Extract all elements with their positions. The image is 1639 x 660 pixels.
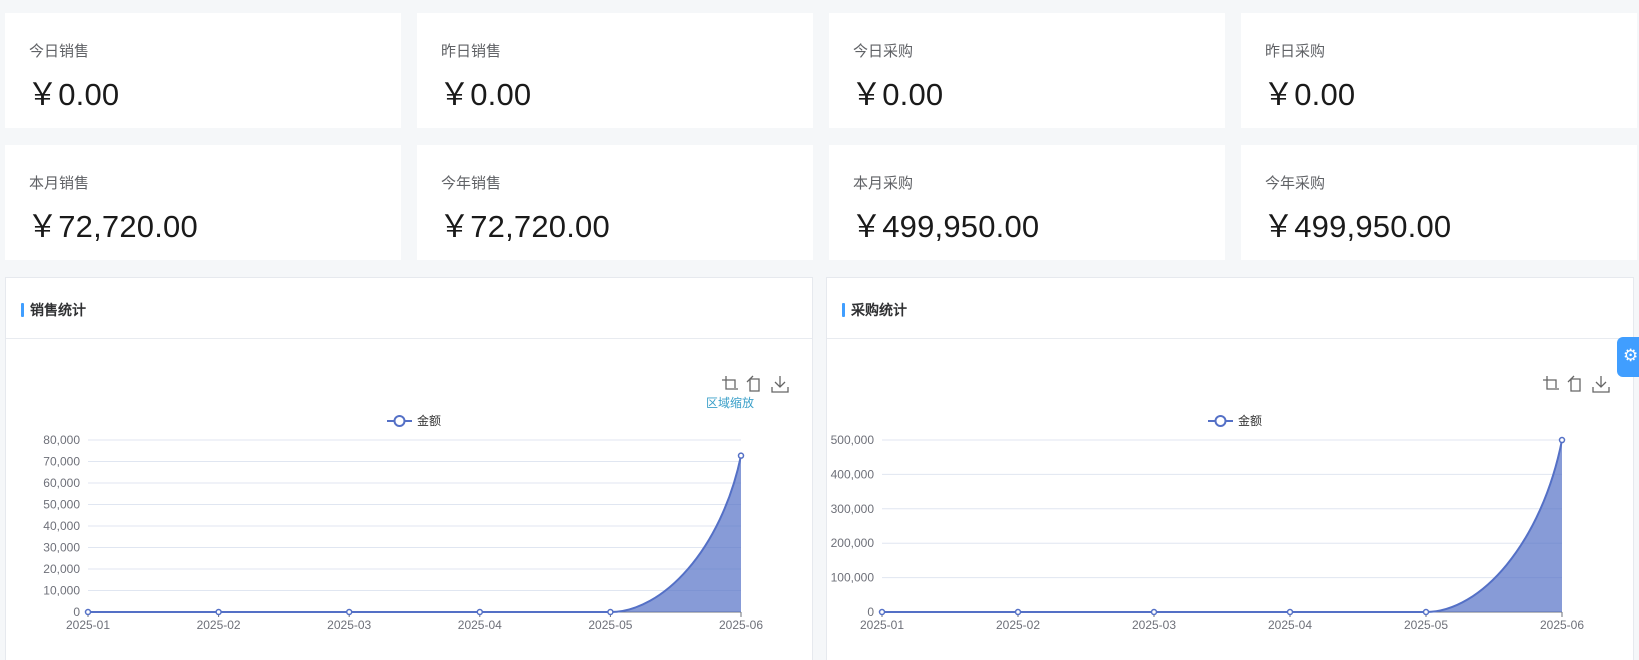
data-point[interactable] [607, 608, 614, 616]
y-tick-label: 80,000 [43, 433, 80, 447]
x-tick-label: 2025-04 [1268, 618, 1312, 632]
legend-label: 金额 [417, 413, 441, 428]
save-image-icon[interactable] [1592, 375, 1610, 393]
stat-value: ￥0.00 [439, 77, 532, 112]
x-tick-label: 2025-06 [1540, 618, 1584, 632]
y-tick-label: 400,000 [831, 467, 875, 481]
y-tick-label: 50,000 [43, 498, 80, 512]
stat-label: 今日采购 [853, 43, 914, 60]
zoom-select-icon[interactable] [1542, 375, 1560, 393]
stat-card-today-sales: 今日销售 ￥0.00 [5, 13, 401, 128]
x-tick-label: 2025-05 [588, 618, 632, 632]
data-point[interactable] [84, 608, 92, 616]
x-tick-label: 2025-04 [458, 618, 502, 632]
series-line [882, 439, 1563, 613]
y-tick-label: 500,000 [831, 433, 875, 447]
data-point[interactable] [1558, 436, 1566, 444]
title-accent-bar [842, 303, 845, 317]
y-tick-label: 300,000 [831, 502, 875, 516]
y-tick-label: 20,000 [43, 562, 80, 576]
card-header: 销售统计 [6, 278, 812, 339]
chart-legend[interactable]: 金额 [1208, 413, 1262, 428]
stat-value: ￥0.00 [1263, 77, 1356, 112]
y-tick-label: 0 [73, 605, 80, 619]
purchase-chart: 金额 0100,000200,000300,000400,000500,000 … [831, 375, 1610, 632]
y-tick-label: 40,000 [43, 519, 80, 533]
card-title: 采购统计 [851, 302, 907, 318]
x-tick-label: 2025-01 [860, 618, 904, 632]
settings-button[interactable]: ⚙ [1617, 337, 1639, 377]
stat-label: 今日销售 [29, 43, 90, 60]
x-tick-label: 2025-06 [719, 618, 763, 632]
y-tick-label: 100,000 [831, 571, 875, 585]
stat-value: ￥0.00 [851, 77, 944, 112]
stat-card-yesterday-sales: 昨日销售 ￥0.00 [417, 13, 813, 128]
x-tick-label: 2025-02 [197, 618, 241, 632]
stat-label: 本月销售 [29, 175, 90, 192]
data-point[interactable] [476, 608, 484, 616]
card-title: 销售统计 [30, 302, 86, 318]
stat-value: ￥499,950.00 [851, 209, 1040, 244]
x-tick-label: 2025-05 [1404, 618, 1448, 632]
stat-value: ￥0.00 [27, 77, 120, 112]
stat-value: ￥72,720.00 [439, 209, 610, 244]
chart-toolbox [1542, 375, 1610, 393]
data-point[interactable] [737, 452, 745, 459]
data-point[interactable] [1150, 608, 1158, 616]
title-accent-bar [21, 303, 24, 317]
legend-marker [1214, 415, 1227, 427]
card-header: 采购统计 [827, 278, 1633, 339]
x-tick-label: 2025-03 [327, 618, 371, 632]
stat-card-month-sales: 本月销售 ￥72,720.00 [5, 145, 401, 260]
legend-marker [393, 415, 406, 427]
data-point[interactable] [345, 608, 353, 616]
stat-card-year-sales: 今年销售 ￥72,720.00 [417, 145, 813, 260]
sales-chart-card: 销售统计 区域缩放 金额 0 10,000 20,000 30,000 4 [5, 277, 813, 660]
save-image-icon[interactable] [771, 375, 789, 393]
gear-icon: ⚙ [1623, 346, 1639, 365]
zoom-reset-icon[interactable] [746, 375, 764, 393]
y-tick-label: 70,000 [43, 455, 80, 469]
zoom-reset-icon[interactable] [1567, 375, 1585, 393]
data-point[interactable] [1286, 608, 1294, 616]
stat-label: 昨日采购 [1265, 43, 1326, 60]
y-tick-label: 60,000 [43, 476, 80, 490]
series-line [88, 455, 742, 613]
legend-label: 金额 [1238, 413, 1262, 428]
x-tick-label: 2025-02 [996, 618, 1040, 632]
data-point[interactable] [1014, 608, 1022, 616]
x-tick-label: 2025-01 [66, 618, 110, 632]
zoom-tooltip-label: 区域缩放 [706, 395, 754, 410]
stat-label: 本月采购 [853, 175, 914, 192]
stat-label: 昨日销售 [441, 43, 502, 60]
stat-label: 今年销售 [441, 175, 502, 192]
y-tick-label: 10,000 [43, 584, 80, 598]
y-tick-label: 0 [867, 605, 874, 619]
purchase-chart-card: 采购统计 金额 0 100,000 200,000 300,000 400,000 50 [826, 277, 1634, 660]
stat-value: ￥72,720.00 [27, 209, 198, 244]
data-point[interactable] [878, 608, 886, 616]
zoom-select-icon[interactable] [721, 375, 739, 393]
stat-card-yesterday-purchase: 昨日采购 ￥0.00 [1241, 13, 1637, 128]
y-tick-label: 200,000 [831, 536, 875, 550]
stat-card-month-purchase: 本月采购 ￥499,950.00 [829, 145, 1225, 260]
stat-card-today-purchase: 今日采购 ￥0.00 [829, 13, 1225, 128]
x-tick-label: 2025-03 [1132, 618, 1176, 632]
chart-legend[interactable]: 金额 [387, 413, 441, 428]
stat-card-year-purchase: 今年采购 ￥499,950.00 [1241, 145, 1637, 260]
series-area [882, 440, 1562, 612]
data-point[interactable] [215, 608, 222, 616]
chart-toolbox: 区域缩放 [706, 375, 789, 410]
sales-chart: 区域缩放 金额 0 10,000 20,000 30,000 40,000 50,000 6… [43, 375, 789, 632]
stat-label: 今年采购 [1265, 175, 1326, 192]
stat-value: ￥499,950.00 [1263, 209, 1452, 244]
series-area [88, 455, 741, 612]
data-point[interactable] [1422, 608, 1430, 616]
y-tick-label: 30,000 [43, 541, 80, 555]
